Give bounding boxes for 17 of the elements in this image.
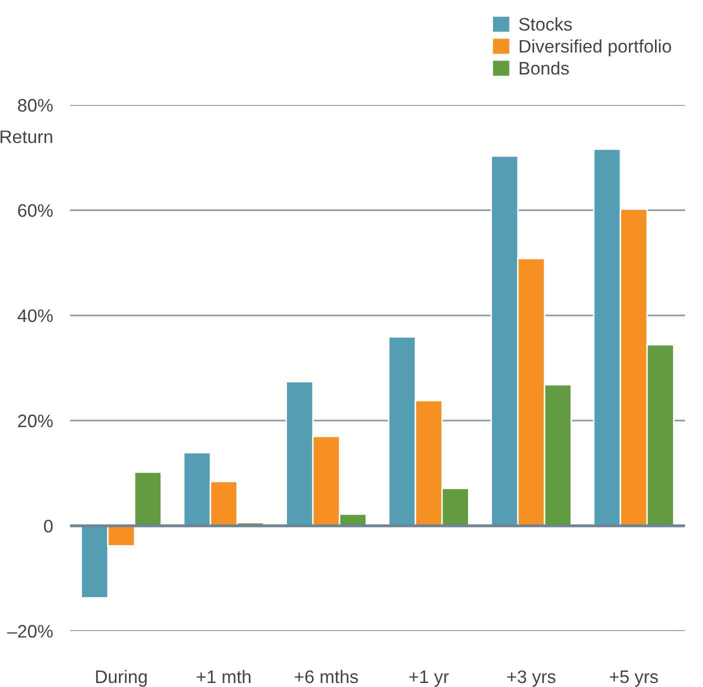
y-tick-label: 40% [18,309,53,322]
bar [134,471,162,526]
x-tick-label: During [96,670,147,687]
x-tick-label: +6 mths [294,670,358,684]
y-tick-label: –20% [7,624,53,638]
x-tick-label: +3 yrs [507,670,556,687]
y-tick-label: 60% [18,204,53,217]
x-tick-label: +1 yr [409,670,449,687]
x-tick-label: +5 yrs [610,670,658,687]
legend-label: Stocks [519,17,572,31]
y-tick-label: 0 [44,520,53,533]
y-tick-label: 20% [18,414,53,428]
y-tick-label: 80% [18,98,53,112]
y-axis-title: Return [0,130,52,144]
legend-label: Bonds [520,61,569,75]
x-tick-label: +1 mth [196,670,250,684]
legend-label: Diversified portfolio [520,39,672,56]
